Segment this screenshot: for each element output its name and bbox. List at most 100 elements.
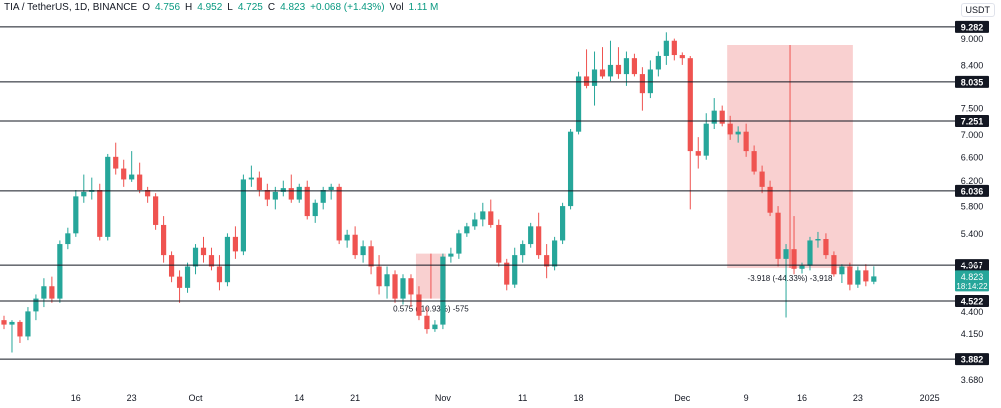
candle[interactable] bbox=[176, 270, 183, 303]
candle[interactable] bbox=[224, 233, 231, 287]
candle[interactable] bbox=[336, 183, 342, 245]
candle[interactable] bbox=[81, 174, 87, 203]
candle[interactable] bbox=[671, 38, 677, 61]
candle[interactable] bbox=[791, 216, 797, 275]
candle[interactable] bbox=[639, 67, 645, 111]
candle[interactable] bbox=[320, 186, 326, 210]
candle[interactable] bbox=[735, 126, 741, 143]
candle[interactable] bbox=[240, 174, 246, 256]
candle[interactable] bbox=[280, 180, 286, 197]
candle[interactable] bbox=[25, 307, 31, 341]
candle[interactable] bbox=[687, 55, 693, 210]
candle[interactable] bbox=[41, 278, 47, 308]
candle[interactable] bbox=[168, 251, 175, 283]
candle[interactable] bbox=[799, 262, 805, 274]
candle[interactable] bbox=[208, 247, 215, 271]
candle[interactable] bbox=[679, 52, 685, 65]
candle[interactable] bbox=[727, 115, 733, 140]
candle[interactable] bbox=[424, 307, 430, 334]
candle[interactable] bbox=[105, 153, 111, 241]
candle[interactable] bbox=[416, 286, 422, 321]
candle[interactable] bbox=[73, 189, 79, 237]
candle[interactable] bbox=[400, 274, 406, 305]
candle[interactable] bbox=[272, 186, 278, 210]
candle[interactable] bbox=[360, 240, 366, 263]
candle[interactable] bbox=[711, 98, 717, 129]
candle[interactable] bbox=[496, 219, 502, 267]
candle[interactable] bbox=[288, 174, 294, 203]
candle[interactable] bbox=[480, 202, 486, 227]
candle[interactable] bbox=[655, 51, 661, 77]
candle[interactable] bbox=[304, 180, 310, 220]
candle[interactable] bbox=[344, 229, 350, 248]
candle[interactable] bbox=[232, 226, 239, 259]
candle[interactable] bbox=[456, 229, 462, 259]
candle[interactable] bbox=[560, 202, 566, 245]
candle[interactable] bbox=[192, 244, 199, 275]
candle[interactable] bbox=[831, 251, 837, 277]
candle[interactable] bbox=[248, 165, 254, 187]
candle[interactable] bbox=[17, 320, 23, 343]
candle[interactable] bbox=[256, 171, 262, 197]
candle[interactable] bbox=[871, 266, 877, 285]
candle[interactable] bbox=[448, 247, 454, 263]
candle[interactable] bbox=[97, 183, 103, 241]
candle[interactable] bbox=[184, 262, 191, 293]
candle[interactable] bbox=[296, 183, 302, 203]
candle[interactable] bbox=[703, 113, 709, 160]
candle[interactable] bbox=[775, 206, 781, 267]
candle[interactable] bbox=[815, 231, 821, 248]
candle[interactable] bbox=[719, 105, 725, 127]
candle[interactable] bbox=[472, 212, 478, 230]
candle[interactable] bbox=[767, 180, 773, 217]
candle[interactable] bbox=[863, 264, 869, 287]
candle[interactable] bbox=[145, 186, 151, 203]
candle[interactable] bbox=[137, 162, 143, 194]
candle[interactable] bbox=[89, 177, 95, 200]
candle[interactable] bbox=[647, 60, 653, 99]
candle[interactable] bbox=[488, 199, 494, 228]
candle[interactable] bbox=[567, 128, 574, 210]
candle[interactable] bbox=[65, 227, 71, 250]
candle[interactable] bbox=[129, 151, 135, 182]
candle[interactable] bbox=[9, 320, 15, 353]
candle[interactable] bbox=[528, 222, 534, 248]
candle[interactable] bbox=[57, 240, 63, 303]
candle[interactable] bbox=[368, 240, 374, 275]
candle[interactable] bbox=[847, 262, 853, 291]
candle[interactable] bbox=[823, 233, 829, 259]
candle[interactable] bbox=[575, 71, 582, 135]
candle[interactable] bbox=[751, 145, 757, 175]
candle[interactable] bbox=[376, 255, 382, 295]
candle[interactable] bbox=[328, 183, 334, 200]
candle[interactable] bbox=[544, 244, 550, 279]
candle[interactable] bbox=[121, 159, 127, 187]
candle[interactable] bbox=[591, 51, 598, 106]
candle[interactable] bbox=[216, 255, 223, 291]
candle[interactable] bbox=[743, 123, 749, 157]
candle[interactable] bbox=[113, 142, 119, 175]
candle[interactable] bbox=[695, 137, 701, 169]
candle[interactable] bbox=[623, 51, 630, 86]
candle[interactable] bbox=[615, 47, 622, 79]
candle[interactable] bbox=[161, 216, 167, 263]
candle[interactable] bbox=[520, 240, 526, 263]
candle[interactable] bbox=[839, 264, 845, 284]
candle[interactable] bbox=[583, 49, 590, 89]
currency-button[interactable]: USDT bbox=[960, 3, 995, 17]
candle[interactable] bbox=[464, 222, 470, 237]
symbol-title[interactable]: TIA / TetherUS, 1D, BINANCE bbox=[4, 2, 138, 13]
candle[interactable] bbox=[504, 258, 510, 291]
candle[interactable] bbox=[440, 253, 446, 330]
candle[interactable] bbox=[33, 294, 39, 321]
candle[interactable] bbox=[663, 32, 669, 65]
candle[interactable] bbox=[264, 183, 270, 207]
candle[interactable] bbox=[631, 53, 638, 77]
candle[interactable] bbox=[408, 274, 414, 308]
candle[interactable] bbox=[512, 247, 518, 288]
candle[interactable] bbox=[384, 266, 390, 299]
candle[interactable] bbox=[607, 40, 614, 82]
candle[interactable] bbox=[759, 165, 765, 194]
